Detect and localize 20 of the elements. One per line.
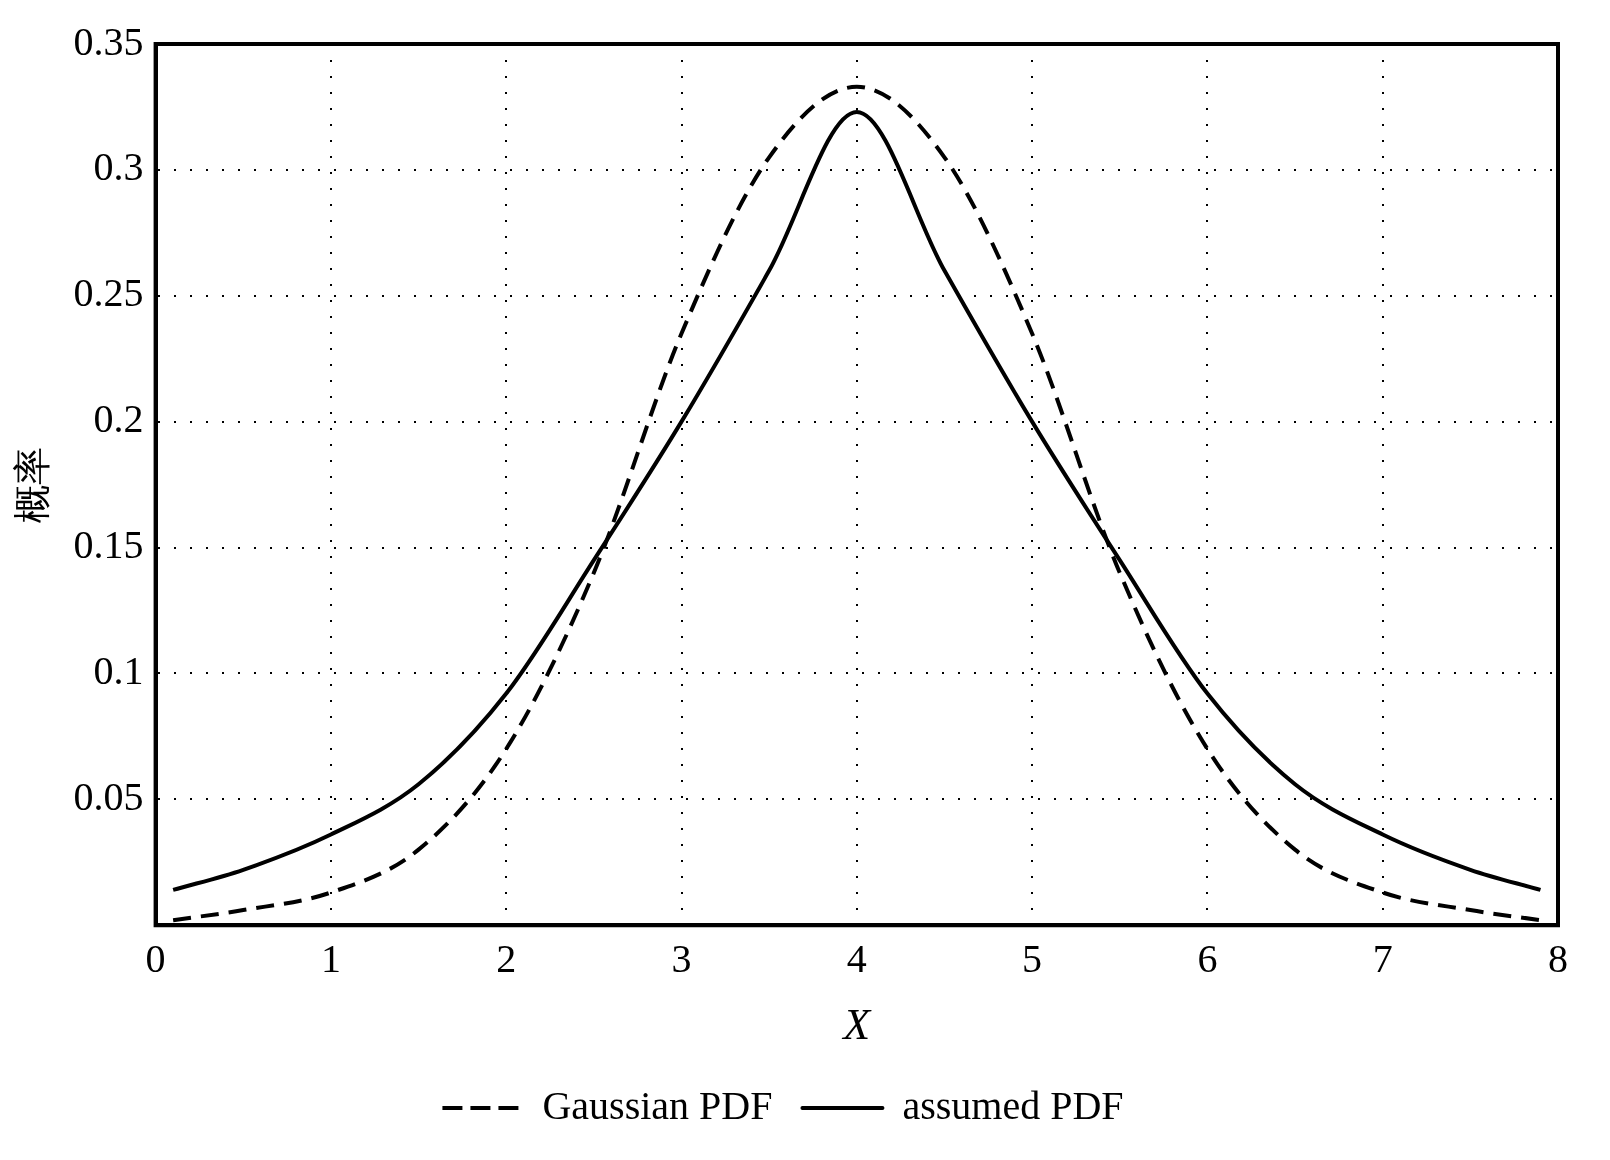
x-tick-label: 3 — [671, 935, 692, 981]
y-tick-label: 0.2 — [93, 396, 144, 442]
y-tick-label: 0.1 — [93, 647, 144, 693]
x-tick-label: 6 — [1197, 935, 1218, 981]
legend-label: assumed PDF — [902, 1082, 1124, 1128]
x-tick-label: 5 — [1022, 935, 1043, 981]
y-tick-label: 0.35 — [73, 18, 144, 64]
y-tick-label: 0.25 — [73, 270, 144, 316]
x-tick-label: 8 — [1548, 935, 1568, 981]
x-tick-label: 0 — [145, 935, 166, 981]
legend-label: Gaussian PDF — [542, 1082, 773, 1128]
x-tick-label: 2 — [496, 935, 517, 981]
x-tick-label: 1 — [320, 935, 341, 981]
y-axis-title: 概率 — [9, 446, 54, 523]
x-tick-label: 7 — [1372, 935, 1393, 981]
x-tick-label: 4 — [846, 935, 867, 981]
y-tick-label: 0.3 — [93, 144, 144, 190]
x-axis-title: X — [841, 1000, 873, 1050]
y-tick-label: 0.15 — [73, 522, 144, 568]
y-tick-label: 0.05 — [73, 773, 144, 819]
